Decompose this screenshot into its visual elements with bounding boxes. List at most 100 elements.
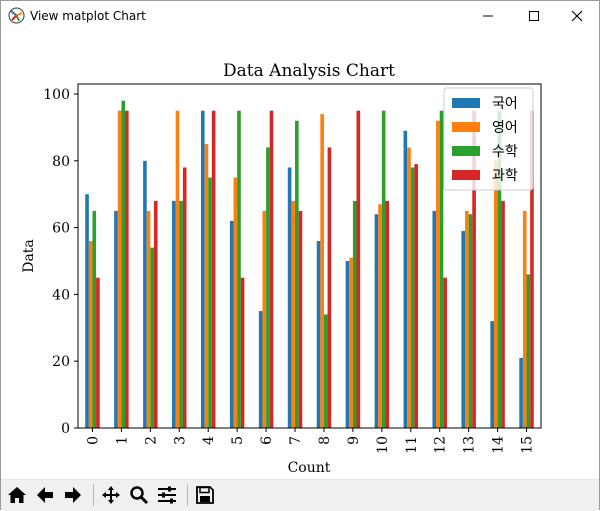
close-button[interactable] [554,1,600,31]
y-tick-label: 60 [52,221,70,237]
bar [229,220,234,428]
bar [349,257,353,428]
bar [204,144,209,428]
toolbar-separator [187,484,188,506]
title-bar: View matplot Chart [1,1,599,32]
legend-swatch [452,98,480,108]
bar [125,110,129,428]
bar [323,314,328,428]
back-button[interactable] [33,482,57,508]
bar [345,261,350,428]
bar [414,164,419,428]
navigation-toolbar [1,479,599,511]
bar [237,110,241,428]
bar [146,210,151,428]
zoom-button[interactable] [127,482,151,508]
magnifier-icon [130,486,149,505]
bar [262,210,267,428]
bar [233,177,238,428]
y-tick-label: 0 [61,421,70,437]
bar [114,210,118,428]
x-tick-label: 2 [143,436,159,445]
bar [530,110,534,428]
bar [269,110,274,428]
y-tick-label: 40 [52,287,70,303]
legend-swatch [452,122,480,132]
bar [327,147,332,428]
bar [493,160,498,429]
configure-subplots-button[interactable] [155,482,179,508]
bar [468,214,473,428]
home-button[interactable] [5,482,29,508]
bar [175,110,180,428]
maximize-button[interactable] [511,1,557,31]
bar [461,230,466,428]
bar [258,311,263,428]
bar [439,110,444,428]
bar [378,204,382,428]
bar [287,167,292,429]
bar [88,240,93,428]
chart-title: Data Analysis Chart [223,61,395,81]
y-tick-label: 100 [43,87,70,103]
y-axis: 0 20 40 60 80 100 [43,87,78,437]
x-tick-label: 8 [317,436,333,445]
bar [407,147,411,428]
bar [356,110,361,428]
pan-button[interactable] [99,482,123,508]
x-tick-label: 9 [346,436,362,445]
bar [436,120,440,428]
bar [266,147,270,428]
toolbar-separator [93,484,94,506]
bar [96,277,100,428]
save-button[interactable] [193,482,217,508]
bar [153,200,158,428]
legend-swatch [452,146,480,156]
x-axis: 0 1 2 3 4 5 6 7 8 9 10 11 12 13 14 15 [85,428,536,454]
x-tick-label: 0 [85,436,101,445]
x-tick-label: 1 [114,436,130,445]
minimize-button[interactable] [465,1,511,31]
bar [291,200,296,428]
legend-swatch [452,170,480,180]
bar [208,177,212,428]
forward-button[interactable] [61,482,85,508]
x-tick-label: 14 [491,436,507,454]
legend-label: 과학 [492,168,518,184]
bar [403,130,408,429]
sliders-icon [158,486,176,504]
bar [490,321,494,428]
floppy-disk-icon [196,486,214,504]
x-tick-label: 7 [288,436,304,445]
bar [179,200,183,428]
bar [117,110,122,428]
minimize-icon [483,15,493,17]
bar [200,110,205,428]
maximize-icon [529,11,539,21]
x-tick-label: 4 [201,436,217,445]
x-tick-label: 15 [520,436,536,454]
bar [172,200,176,428]
bar [298,210,303,428]
legend-label: 수학 [492,144,518,160]
bar [85,194,89,428]
close-icon [571,10,583,22]
bar [352,200,357,428]
x-tick-label: 13 [462,436,478,454]
bar [526,274,531,428]
window-title: View matplot Chart [30,9,146,23]
bar [320,114,324,428]
y-tick-label: 80 [52,154,70,170]
bar [316,240,321,428]
bar [465,210,469,428]
bar [385,200,390,428]
arrow-left-icon [37,487,53,503]
bar [501,200,505,428]
x-tick-label: 6 [259,436,275,445]
x-axis-label: Count [288,460,331,476]
bar [519,357,523,428]
bar [374,214,379,428]
x-tick-label: 5 [230,436,246,445]
